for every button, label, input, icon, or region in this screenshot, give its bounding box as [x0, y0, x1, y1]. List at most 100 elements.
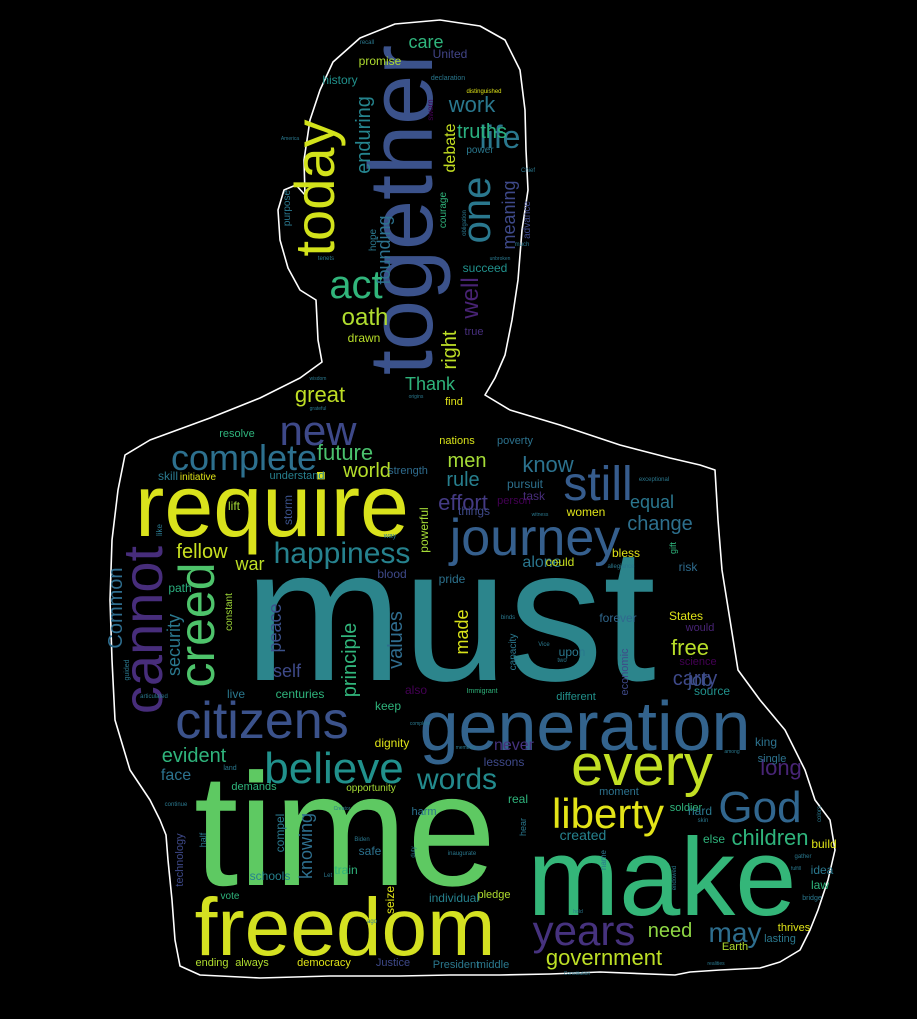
word-binds: binds [501, 615, 515, 621]
word-science: science [679, 656, 716, 668]
word-justice: Justice [376, 957, 410, 969]
word-pursuit: pursuit [507, 477, 544, 491]
word-path: path [168, 581, 191, 595]
word-must: must [244, 509, 656, 721]
word-individual: individual [429, 891, 479, 905]
word-free: free [671, 635, 709, 660]
word-drawn: drawn [348, 331, 381, 345]
word-find: find [445, 396, 463, 408]
word-creator: Creator [334, 806, 351, 812]
word-fellow: fellow [176, 541, 228, 563]
word-like: like [155, 523, 164, 536]
word-thrives: thrives [778, 922, 811, 934]
word-states: States [669, 609, 703, 623]
word-lessons: lessons [484, 755, 525, 769]
word-safe: safe [359, 844, 382, 858]
word-every: every [571, 733, 713, 798]
word-tenets: tenets [318, 256, 334, 262]
word-keep: keep [375, 699, 401, 713]
word-source: source [694, 684, 730, 698]
word-carry: carry [673, 668, 717, 690]
word-thank: Thank [405, 374, 456, 394]
word-nations: nations [439, 435, 475, 447]
word-blood: blood [377, 567, 406, 581]
word-oath: oath [342, 304, 389, 331]
word-change: change [627, 513, 693, 535]
word-witness: witness [532, 512, 549, 518]
word-else: else [703, 832, 725, 846]
word-real: real [508, 792, 528, 806]
word-middle: middle [477, 959, 509, 971]
word-made: made [452, 609, 472, 654]
word-declaration: declaration [431, 75, 465, 82]
word-may: may [709, 917, 762, 948]
word-words: words [416, 763, 497, 796]
silhouette-outline [109, 19, 836, 979]
word-train: train [334, 863, 357, 877]
word-constitution: Constitution [564, 971, 591, 977]
word-demands: demands [231, 781, 277, 793]
word-bless: bless [612, 546, 640, 560]
word-economic: economic [619, 648, 631, 696]
word-knowing: knowing [296, 813, 316, 879]
word-ending: ending [195, 957, 228, 969]
word-dignity: dignity [375, 736, 410, 750]
word-things: things [458, 504, 490, 518]
word-enduring: enduring [353, 96, 375, 174]
word-history: history [322, 73, 357, 87]
word-capacity: capacity [508, 634, 519, 671]
word-democracy: democracy [297, 957, 351, 969]
word-promise: promise [359, 54, 402, 68]
word-realities: realities [707, 961, 725, 967]
word-war: war [234, 554, 264, 574]
word-members: members [456, 745, 477, 751]
word-security: security [164, 614, 184, 676]
word-schools: schools [250, 869, 291, 883]
word-believe: believe [264, 744, 403, 793]
word-colors: colors [817, 806, 823, 822]
word-peace: peace [265, 603, 285, 652]
word-bridge: bridge [802, 895, 822, 902]
word-could: could [546, 555, 575, 569]
word-vice: Vice [538, 642, 550, 648]
word-men: men [448, 450, 487, 472]
word-distinguished: distinguished [466, 89, 501, 95]
word-skin: skin [698, 818, 709, 824]
word-need: need [648, 920, 693, 942]
word-law: law [811, 878, 829, 892]
word-wisdom: wisdom [310, 376, 327, 382]
word-world: world [342, 460, 391, 482]
word-recall: recall [360, 40, 374, 46]
word-understand: understand [269, 470, 324, 482]
word-strength: strength [388, 465, 428, 477]
word-purpose: purpose [282, 189, 293, 226]
word-evident: evident [162, 745, 227, 767]
word-person: person [497, 495, 531, 507]
word-self: self [273, 661, 302, 681]
word-always: always [235, 957, 269, 969]
word-pride: pride [439, 572, 466, 586]
word-immigrant: Immigrant [466, 688, 497, 695]
word-vote: vote [221, 891, 240, 902]
word-complete: complete [410, 721, 431, 727]
word-never: never [494, 737, 535, 754]
word-sworn: sworn [426, 99, 435, 120]
word-one: one [455, 177, 499, 244]
word-guided: guided [124, 659, 131, 680]
word-powerful: powerful [417, 507, 431, 552]
word-poverty: poverty [497, 435, 534, 447]
word-resolve: resolve [219, 428, 254, 440]
word-chief: Chief [521, 168, 535, 174]
word-true: true [465, 326, 484, 338]
word-make: make [528, 816, 797, 939]
word-god: God [718, 783, 801, 832]
word-together: together [352, 45, 452, 375]
word-duty: duty [411, 846, 417, 857]
word-biden: Biden [354, 837, 369, 843]
word-compel: compel [273, 814, 287, 853]
word-earth: Earth [722, 941, 748, 953]
word-exceptional: exceptional [639, 477, 669, 483]
word-created: created [560, 827, 607, 843]
word-effort: effort [438, 490, 488, 515]
